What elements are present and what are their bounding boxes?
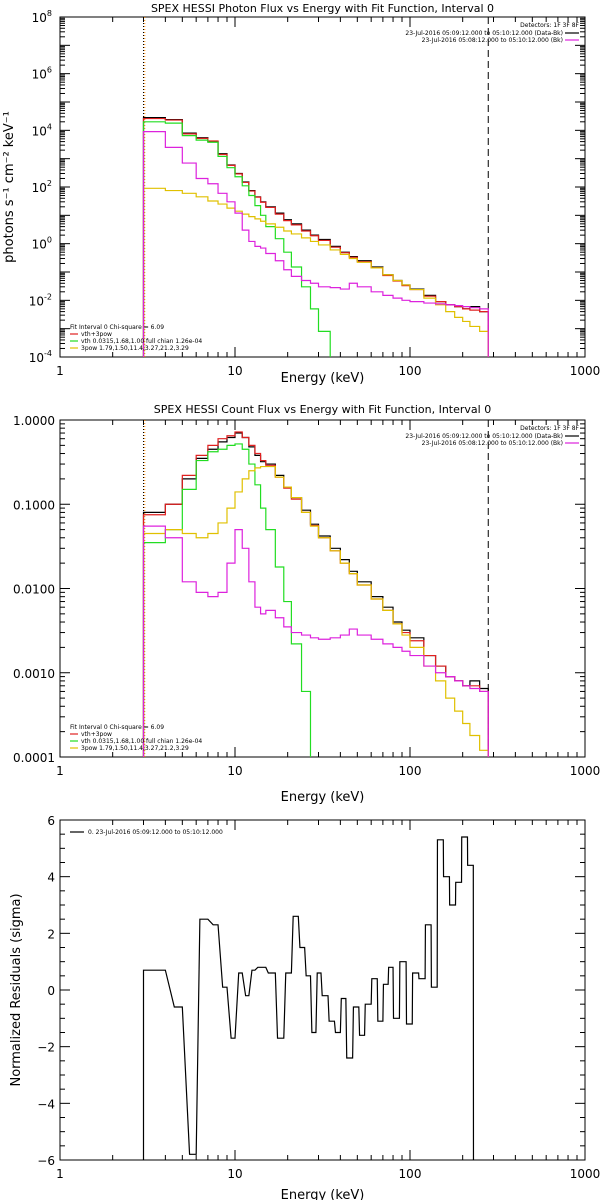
legend-entry-text: 23-Jul-2016 05:08:12.000 to 05:10:12.000… bbox=[422, 440, 563, 447]
legend-header: Detectors: 1F 3F 8F bbox=[520, 22, 579, 29]
y-tick-label: 2 bbox=[47, 927, 55, 941]
plot-frame bbox=[59, 419, 586, 758]
legend-entry-text: vth+3pow bbox=[81, 331, 112, 338]
y-axis-label: Normalized Residuals (sigma) bbox=[9, 893, 24, 1086]
x-tick-label: 10 bbox=[227, 1167, 242, 1181]
series-line-2 bbox=[142, 117, 489, 357]
y-tick-label: 0 bbox=[47, 984, 55, 998]
y-tick-label: 0.0100 bbox=[13, 583, 55, 597]
legend-entry-text: vth 0.0315,1.68,1.00 full chian 1.26e-04 bbox=[81, 338, 202, 345]
legend-bottom: Fit Interval 0 Chi-square = 6.09vth+3pow… bbox=[70, 324, 202, 352]
legend-entry-text: 0. 23-Jul-2016 05:09:12.000 to 05:10:12.… bbox=[88, 829, 223, 836]
x-tick-label: 1 bbox=[56, 764, 64, 778]
chart-title: SPEX HESSI Count Flux vs Energy with Fit… bbox=[154, 403, 491, 416]
series-line-2 bbox=[142, 431, 489, 757]
series-group bbox=[142, 431, 489, 757]
y-tick-label: 0.1000 bbox=[13, 498, 55, 512]
y-tick-label: 104 bbox=[32, 122, 52, 138]
series-line-3 bbox=[142, 121, 331, 357]
series-group bbox=[142, 836, 475, 1160]
y-tick-label: 6 bbox=[47, 814, 55, 828]
x-tick-label: 1000 bbox=[570, 1167, 600, 1181]
x-tick-label: 1000 bbox=[570, 764, 600, 778]
legend-entry-text: 3pow 1.79,1.50,11.4,3.27,21.2,3.29 bbox=[81, 345, 189, 352]
chart-title: SPEX HESSI Photon Flux vs Energy with Fi… bbox=[151, 2, 494, 15]
x-tick-label: 100 bbox=[399, 764, 422, 778]
legend-top: 0. 23-Jul-2016 05:09:12.000 to 05:10:12.… bbox=[70, 829, 223, 836]
series-line-1 bbox=[142, 117, 489, 357]
y-tick-label: 10-4 bbox=[29, 349, 52, 365]
x-axis-label: Energy (keV) bbox=[281, 790, 365, 805]
chart-panel-3: 1 10 100 1000 Energy (keV) −6 −4 −2 0 2 4 6 Normaliz… bbox=[9, 814, 600, 1200]
y-tick-label: −6 bbox=[37, 1154, 55, 1168]
y-tick-label: 108 bbox=[32, 9, 52, 25]
y-tick-label: 1.0000 bbox=[13, 414, 55, 428]
series-line-4 bbox=[142, 187, 489, 357]
y-axis-label: photons s⁻¹ cm⁻² keV⁻¹ bbox=[2, 111, 17, 263]
chart-panel-1: SPEX HESSI Photon Flux vs Energy with Fi… bbox=[2, 2, 600, 386]
y-tick-label: 0.0001 bbox=[13, 751, 55, 765]
x-axis-label: Energy (keV) bbox=[281, 1188, 365, 1200]
y-tick-label: 10-2 bbox=[29, 292, 52, 308]
series-group bbox=[142, 117, 489, 357]
series-line-5 bbox=[142, 131, 489, 357]
y-tick-label: 100 bbox=[32, 236, 52, 252]
series-line-3 bbox=[142, 443, 312, 757]
legend-entry-text: 23-Jul-2016 05:09:12.000 to 05:10:12.000… bbox=[405, 30, 563, 37]
y-tick-label: −2 bbox=[37, 1041, 55, 1055]
legend-entry-text: 23-Jul-2016 05:09:12.000 to 05:10:12.000… bbox=[405, 433, 563, 440]
x-tick-label: 10 bbox=[227, 764, 242, 778]
legend-entry-text: vth 0.0315,1.68,1.00 full chian 1.26e-04 bbox=[81, 738, 202, 745]
legend-header: Fit Interval 0 Chi-square = 6.09 bbox=[70, 724, 164, 731]
chart-panel-2: SPEX HESSI Count Flux vs Energy with Fit… bbox=[13, 403, 600, 805]
y-tick-label: 106 bbox=[32, 66, 52, 82]
y-tick-label: 4 bbox=[47, 871, 55, 885]
x-tick-label: 1 bbox=[56, 364, 64, 378]
x-tick-label: 1000 bbox=[570, 364, 600, 378]
plot-frame bbox=[59, 819, 586, 1161]
x-tick-label: 100 bbox=[399, 1167, 422, 1181]
y-tick-label: 0.0010 bbox=[13, 667, 55, 681]
x-axis-label: Energy (keV) bbox=[281, 371, 365, 386]
y-tick-label: −4 bbox=[37, 1097, 55, 1111]
x-tick-label: 1 bbox=[56, 1167, 64, 1181]
legend-entry-text: vth+3pow bbox=[81, 731, 112, 738]
legend-entry-text: 3pow 1.79,1.50,11.4,3.27,21.2,3.29 bbox=[81, 745, 189, 752]
x-tick-label: 100 bbox=[399, 364, 422, 378]
legend-header: Fit Interval 0 Chi-square = 6.09 bbox=[70, 324, 164, 331]
series-line-4 bbox=[142, 465, 489, 757]
series-line-1 bbox=[142, 836, 475, 1160]
series-line-1 bbox=[142, 432, 489, 757]
plot-frame bbox=[59, 16, 586, 358]
x-tick-label: 10 bbox=[227, 364, 242, 378]
legend-bottom: Fit Interval 0 Chi-square = 6.09vth+3pow… bbox=[70, 724, 202, 752]
legend-header: Detectors: 1F 3F 8F bbox=[520, 425, 579, 432]
y-tick-label: 102 bbox=[32, 179, 52, 195]
series-line-5 bbox=[142, 525, 489, 757]
legend-entry-text: 23-Jul-2016 05:08:12.000 to 05:10:12.000… bbox=[422, 37, 563, 44]
